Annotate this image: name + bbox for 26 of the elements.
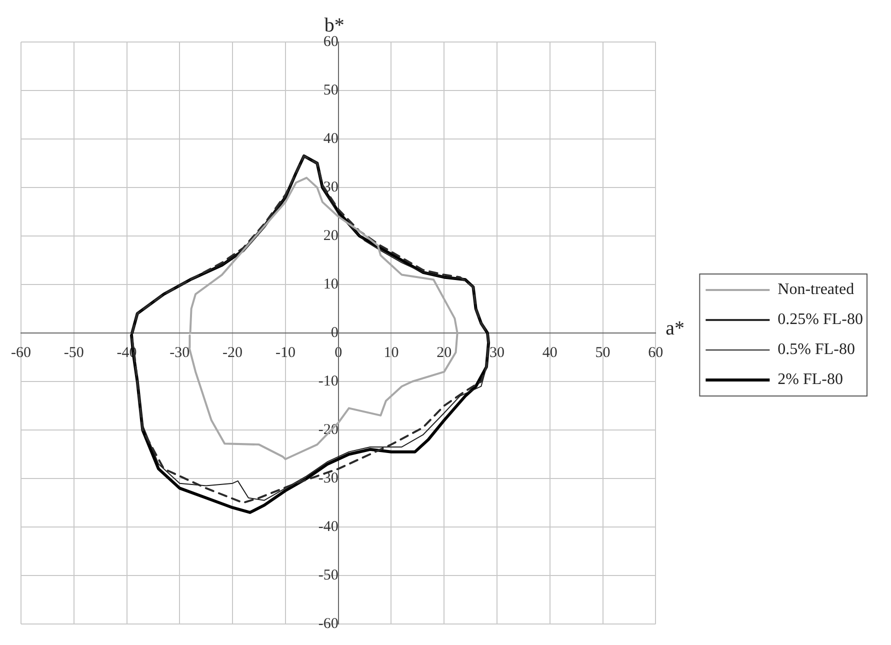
y-tick-label: -50 (318, 567, 338, 584)
y-axis-title: b* (324, 14, 344, 36)
y-tick-label: -40 (318, 518, 338, 535)
x-tick-label: 10 (384, 344, 399, 361)
x-tick-label: 60 (648, 344, 664, 361)
y-tick-label: 40 (323, 130, 338, 147)
x-tick-label: 40 (542, 344, 558, 361)
x-tick-label: -20 (222, 344, 243, 361)
x-tick-label: 30 (490, 344, 505, 361)
legend-label: 0.5% FL-80 (778, 341, 855, 358)
legend-label: Non-treated (778, 281, 854, 298)
x-tick-label: 20 (436, 344, 452, 361)
x-tick-label: -50 (64, 344, 84, 361)
y-tick-label: 20 (323, 228, 338, 244)
y-tick-label: -10 (318, 373, 338, 390)
x-tick-label: -30 (170, 344, 190, 361)
x-tick-label: -60 (11, 344, 31, 361)
x-tick-label: -10 (275, 344, 296, 361)
legend-label: 2% FL-80 (778, 371, 843, 388)
legend-label: 0.25% FL-80 (778, 311, 863, 328)
y-tick-label: 10 (323, 276, 338, 292)
x-tick-label: 50 (595, 344, 610, 361)
y-tick-label: -60 (318, 616, 338, 632)
y-tick-label: 60 (323, 34, 338, 50)
y-tick-label: 50 (323, 82, 338, 98)
x-axis-title: a* (666, 317, 685, 340)
